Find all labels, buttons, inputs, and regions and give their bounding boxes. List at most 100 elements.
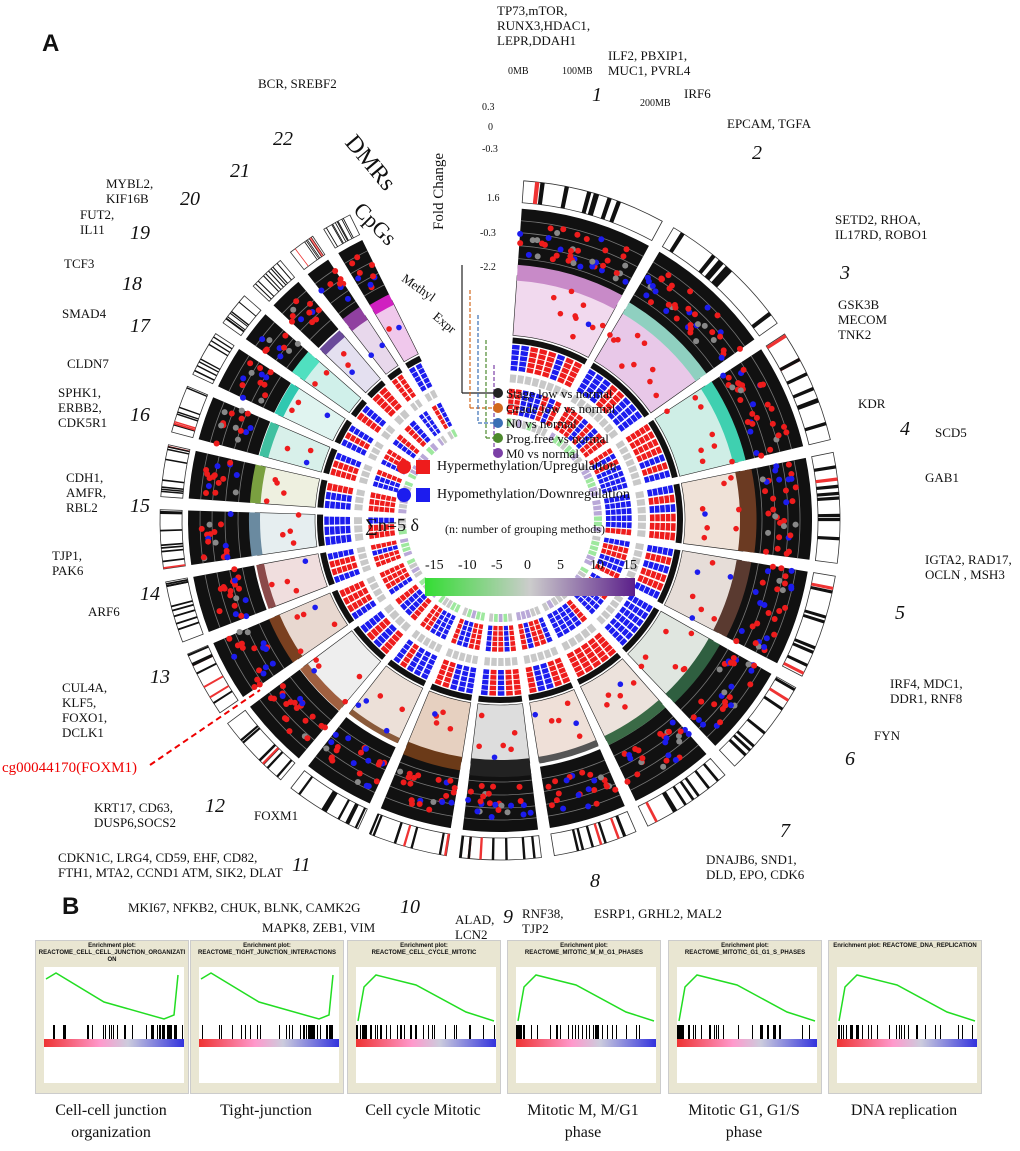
expr-tile [621, 553, 627, 561]
methyl-delta-tile [445, 648, 454, 658]
fold-change-point [244, 629, 251, 636]
methyl-tile [456, 663, 463, 670]
methyl-tile [350, 474, 357, 482]
methyl-tile [621, 628, 630, 637]
hit-mark [522, 1025, 524, 1039]
methyl-tile [324, 526, 330, 536]
methyl-tile [551, 369, 560, 376]
colorbar-tick: 15 [623, 558, 637, 573]
fold-change-point [773, 463, 780, 470]
methyl-tile [638, 436, 646, 445]
fold-change-point [233, 471, 240, 478]
expr-tile [477, 629, 483, 635]
hit-mark [851, 1025, 853, 1039]
chromosome-number: 20 [180, 188, 200, 210]
track-gridline [223, 638, 254, 691]
hit-mark [840, 1025, 842, 1039]
fold-change-point [761, 601, 768, 608]
methyl-tile [554, 680, 563, 687]
expr-tile [395, 454, 402, 461]
cpg-point [641, 340, 648, 347]
methyl-tile [340, 471, 347, 479]
methyl-tile [526, 671, 534, 678]
dmr-histogram [469, 758, 532, 777]
expr-delta-tile [440, 435, 448, 444]
methyl-tile [414, 376, 422, 383]
methyl-tile [386, 395, 395, 404]
fold-change-point [257, 379, 264, 386]
ideogram-band [615, 815, 626, 837]
expr-tile [473, 622, 479, 629]
methyl-tile [650, 570, 657, 579]
methyl-delta-tile [356, 489, 366, 497]
hit-mark [679, 1025, 681, 1039]
hit-mark [714, 1025, 716, 1039]
cpg-point [476, 743, 482, 750]
ideogram-band [792, 642, 814, 654]
methyl-tile [352, 467, 359, 475]
hit-mark [687, 1025, 689, 1039]
methyl-tile [652, 590, 661, 600]
rank-gradient [677, 1039, 817, 1047]
fold-change-point [242, 597, 249, 604]
methyl-tile [564, 380, 573, 388]
expr-tile [579, 446, 586, 454]
expr-tile [544, 408, 551, 415]
expr-tile [599, 553, 605, 560]
hit-mark [592, 1025, 594, 1039]
methyl-tile [647, 561, 655, 569]
expr-tile [406, 576, 413, 583]
hit-mark [53, 1025, 55, 1039]
ideogram-band [504, 837, 508, 860]
methyl-tile [576, 669, 585, 678]
track-gridline [350, 261, 374, 275]
methyl-tile [571, 366, 580, 374]
methyl-tile [665, 504, 671, 513]
methyl-tile [645, 569, 652, 577]
gene-label: GSK3B MECOM TNK2 [838, 297, 888, 342]
expr-tile [531, 408, 538, 415]
expr-tile [378, 517, 384, 524]
methyl-tile [655, 514, 660, 522]
fold-change-point [645, 278, 652, 285]
fold-change-point [545, 235, 552, 242]
ideogram-band [270, 268, 287, 286]
fold-change-point [574, 231, 581, 238]
methyl-tile [649, 505, 655, 513]
expr-tile [626, 529, 632, 536]
methyl-tile [490, 675, 497, 680]
expr-tile [601, 471, 607, 478]
axis-tick-label: -2.2 [480, 262, 496, 273]
methyl-tile [587, 637, 596, 646]
methyl-tile [424, 650, 432, 658]
methyl-delta-tile [371, 446, 381, 456]
expr-tile [385, 461, 392, 468]
methyl-tile [637, 445, 645, 454]
methyl-tile [361, 587, 369, 595]
ideogram-band [257, 280, 275, 297]
fold-change-point [719, 706, 726, 713]
ideogram-band [173, 609, 196, 618]
methyl-tile [342, 486, 349, 494]
chromosome-number: 17 [130, 315, 150, 337]
methyl-tile [616, 414, 625, 423]
expr-tile [504, 646, 510, 652]
rank-gradient [199, 1039, 339, 1047]
fold-change-point [204, 471, 211, 478]
methyl-tile [659, 505, 665, 513]
expr-tile [600, 548, 607, 554]
expr-tile [547, 415, 555, 422]
expr-tile [389, 580, 397, 587]
methyl-tile [665, 523, 671, 531]
hit-mark [838, 1025, 840, 1039]
fold-change-point [685, 305, 692, 312]
expr-tile [619, 540, 625, 547]
cpg-point [508, 746, 514, 753]
expr-tile [535, 393, 543, 400]
expr-delta-tile [535, 425, 543, 435]
methyl-tile [552, 675, 561, 682]
methyl-tile [390, 399, 399, 408]
expr-tile [569, 422, 577, 430]
expr-tile [609, 453, 617, 460]
fold-change-point [228, 410, 235, 417]
